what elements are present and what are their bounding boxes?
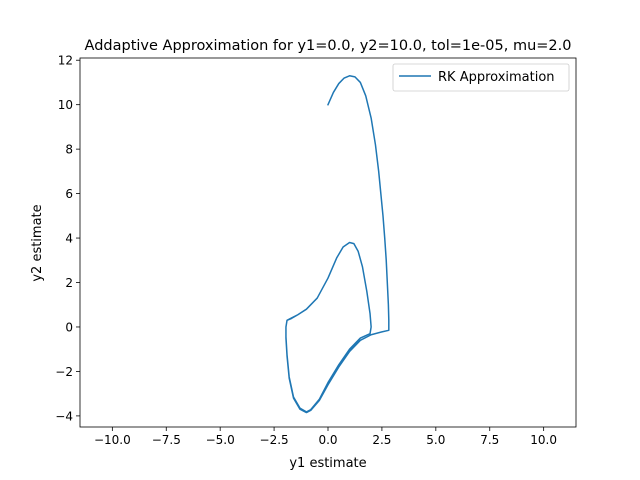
y-tick-label: 12 bbox=[58, 54, 73, 68]
x-tick-label: 0.0 bbox=[318, 433, 337, 447]
series-line-rk-approximation bbox=[285, 75, 390, 414]
y-tick-label: 10 bbox=[58, 98, 73, 112]
x-tick-label: 5.0 bbox=[426, 433, 445, 447]
plot-area bbox=[80, 58, 576, 427]
y-tick-label: −2 bbox=[55, 365, 73, 379]
y-axis-ticks: −4 −2 0 2 4 6 8 10 12 bbox=[55, 54, 80, 423]
plot-frame bbox=[79, 57, 577, 428]
x-tick-label: −2.5 bbox=[260, 433, 289, 447]
legend-box bbox=[392, 63, 570, 92]
x-axis-ticks: −10.0 −7.5 −5.0 −2.5 0.0 2.5 5.0 7.5 10.0 bbox=[94, 427, 557, 447]
x-tick-label: −5.0 bbox=[206, 433, 235, 447]
legend-label: RK Approximation bbox=[438, 70, 555, 85]
x-tick-label: −10.0 bbox=[94, 433, 131, 447]
y-tick-label: 2 bbox=[65, 276, 73, 290]
chart-title: Addaptive Approximation for y1=0.0, y2=1… bbox=[85, 38, 572, 54]
x-tick-label: 7.5 bbox=[480, 433, 499, 447]
x-tick-label: 2.5 bbox=[372, 433, 391, 447]
x-tick-label: −7.5 bbox=[152, 433, 181, 447]
y-tick-label: 0 bbox=[65, 320, 73, 334]
legend: RK Approximation bbox=[392, 63, 570, 92]
x-tick-label: 10.0 bbox=[530, 433, 557, 447]
y-tick-label: 6 bbox=[65, 187, 73, 201]
y-tick-label: 4 bbox=[65, 232, 73, 246]
y-axis-label: y2 estimate bbox=[30, 204, 45, 281]
y-tick-label: 8 bbox=[65, 143, 73, 157]
x-axis-label: y1 estimate bbox=[289, 456, 366, 471]
y-tick-label: −4 bbox=[55, 409, 73, 423]
